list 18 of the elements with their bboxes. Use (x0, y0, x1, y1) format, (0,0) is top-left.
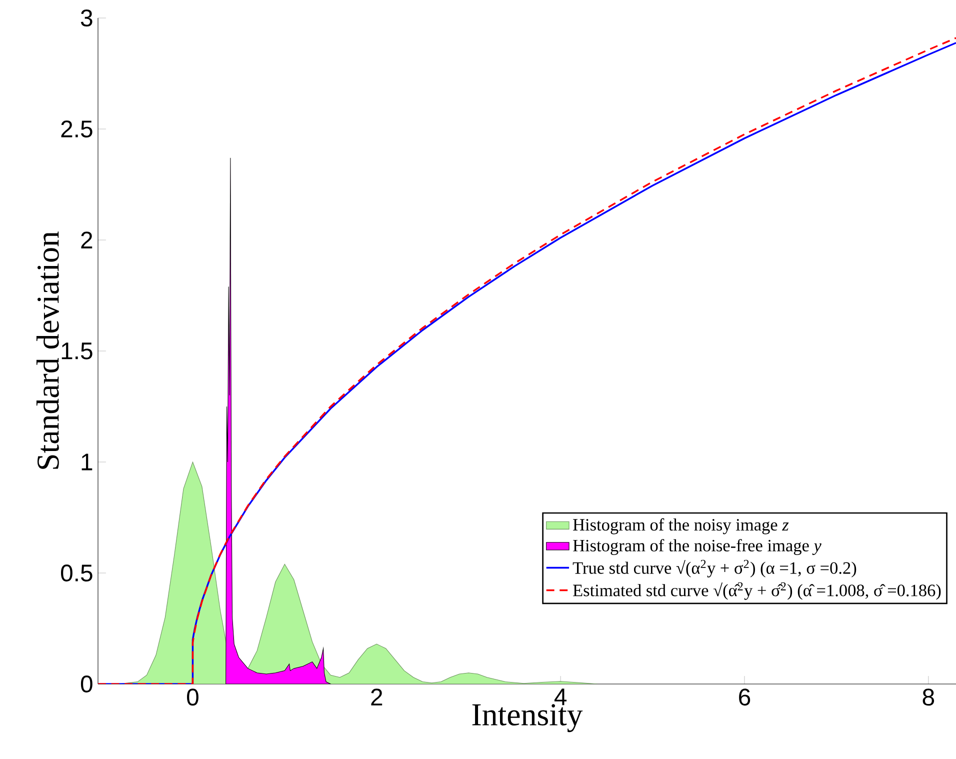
y-axis-title: Standard deviation (36, 232, 59, 469)
y-tick-label: 2 (81, 232, 92, 248)
y-tick-label: 0 (80, 676, 92, 692)
x-tick-label: 0 (187, 688, 198, 706)
y-tick-label: 0.5 (61, 564, 92, 582)
legend-label: True std curve √(α$^{2}$y + σ$^{2}$) (α =1, σ =0.2) (572, 560, 856, 578)
y-tick-label: 1.5 (62, 342, 92, 360)
x-axis-title: Intensity (472, 704, 583, 732)
x-tick-label: 2 (371, 688, 382, 706)
legend-label: Histogram of the noise-free image y (573, 539, 822, 555)
y-tick-label: 2.5 (61, 120, 92, 138)
y-tick-label: 3 (80, 10, 92, 26)
x-tick-label: 6 (739, 688, 750, 706)
legend-label: Estimated std curve √(α̂$^{2}$y + σ̂$^{2}$) (α̂ =1.008, σ̂ =0.186) (573, 582, 941, 600)
y-tick-label: 1 (82, 454, 92, 470)
x-tick-label: 8 (922, 688, 934, 706)
legend-label: Histogram of the noisy image z (573, 518, 789, 534)
x-tick-label: 4 (554, 688, 567, 706)
